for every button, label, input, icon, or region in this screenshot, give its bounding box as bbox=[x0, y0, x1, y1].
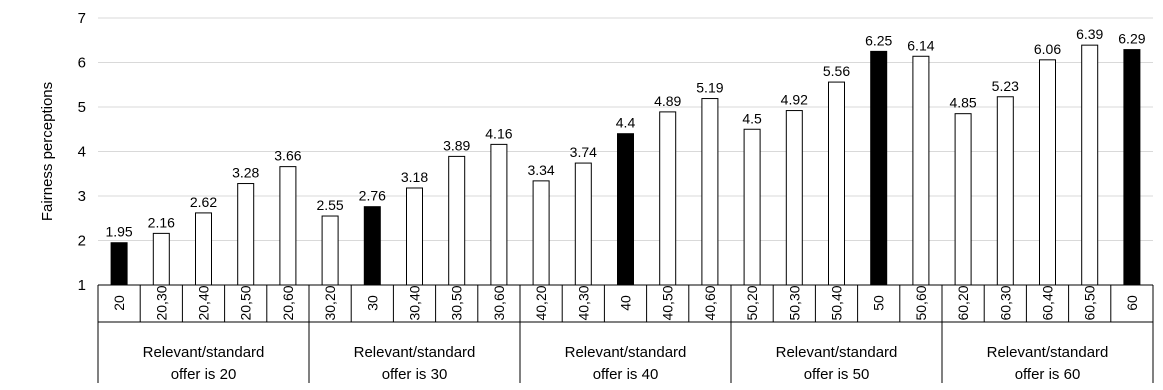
bar bbox=[237, 183, 255, 286]
bar bbox=[785, 110, 803, 286]
data-label: 6.06 bbox=[1034, 41, 1061, 57]
data-label: 6.29 bbox=[1118, 31, 1145, 47]
data-label: 6.14 bbox=[907, 37, 934, 53]
bar bbox=[195, 212, 212, 286]
data-label: 2.62 bbox=[190, 194, 217, 210]
bar bbox=[110, 242, 128, 286]
bar bbox=[954, 113, 972, 286]
x-category-label: 20,30 bbox=[153, 285, 169, 320]
data-label: 4.89 bbox=[654, 93, 681, 109]
y-tick-label: 4 bbox=[78, 144, 86, 161]
data-label: 6.39 bbox=[1076, 26, 1103, 42]
y-tick-label: 1 bbox=[78, 277, 86, 294]
bar bbox=[1081, 44, 1099, 286]
bar bbox=[828, 81, 845, 286]
x-category-label: 60,40 bbox=[1040, 285, 1056, 320]
axes: 1 2 3 4 5 6 7 20 20,30 20,40 20,50 20,60 Relevant/st… bbox=[78, 10, 1154, 383]
bar bbox=[701, 98, 719, 286]
bar bbox=[152, 232, 170, 286]
x-category-label: 20,60 bbox=[280, 285, 296, 320]
data-label: 4.5 bbox=[742, 110, 762, 126]
data-label: 3.34 bbox=[527, 162, 554, 178]
x-category-label: 30 bbox=[364, 295, 380, 311]
data-label: 5.23 bbox=[992, 78, 1019, 94]
data-label: 2.76 bbox=[359, 188, 386, 204]
bar bbox=[279, 166, 297, 286]
data-label: 3.74 bbox=[570, 144, 597, 160]
x-category-label: 30,40 bbox=[407, 285, 423, 320]
x-category-label: 20,40 bbox=[196, 285, 212, 320]
y-axis-title: Fairness perceptions bbox=[39, 82, 56, 221]
group-label-line1: Relevant/standard bbox=[987, 344, 1109, 361]
x-category-label: 40 bbox=[618, 295, 634, 311]
x-category-label: 20 bbox=[111, 295, 127, 311]
y-tick-label: 5 bbox=[78, 99, 86, 116]
bar bbox=[321, 215, 339, 286]
bar bbox=[743, 128, 761, 286]
data-label: 5.19 bbox=[696, 80, 723, 96]
bar bbox=[1123, 49, 1141, 286]
y-tick-label: 7 bbox=[78, 10, 86, 27]
x-category-label: 50,20 bbox=[744, 285, 760, 320]
x-category-label: 50,60 bbox=[913, 285, 929, 320]
bar bbox=[363, 206, 381, 286]
bar bbox=[574, 162, 592, 286]
x-category-label: 60,30 bbox=[997, 285, 1013, 320]
x-category-label: 30,60 bbox=[491, 285, 507, 320]
x-category-label: 50 bbox=[871, 295, 887, 311]
data-label: 2.55 bbox=[316, 197, 343, 213]
bar bbox=[406, 187, 423, 286]
data-label: 3.66 bbox=[274, 148, 301, 164]
x-category-label: 40,60 bbox=[702, 285, 718, 320]
bar bbox=[912, 55, 930, 286]
data-label: 5.56 bbox=[823, 63, 850, 79]
x-category-label: 40,20 bbox=[533, 285, 549, 320]
bar bbox=[659, 111, 677, 286]
x-category-label: 30,50 bbox=[449, 285, 465, 320]
bar bbox=[996, 96, 1014, 286]
x-category-label: 50,30 bbox=[786, 285, 802, 320]
x-category-label: 60,20 bbox=[955, 285, 971, 320]
group-label-line1: Relevant/standard bbox=[143, 344, 265, 361]
data-label: 6.25 bbox=[865, 32, 892, 48]
bar bbox=[490, 143, 508, 286]
x-category-label: 40,50 bbox=[660, 285, 676, 320]
group-label-line1: Relevant/standard bbox=[565, 344, 687, 361]
x-category-label: 60,50 bbox=[1082, 285, 1098, 320]
data-label: 4.85 bbox=[949, 95, 976, 111]
y-tick-label: 3 bbox=[78, 188, 86, 205]
x-category-label: 40,30 bbox=[575, 285, 591, 320]
data-label: 4.16 bbox=[485, 125, 512, 141]
group-label-line1: Relevant/standard bbox=[776, 344, 898, 361]
data-label: 3.18 bbox=[401, 169, 428, 185]
x-category-label: 60 bbox=[1124, 295, 1140, 311]
bar bbox=[448, 155, 466, 286]
bar bbox=[870, 50, 888, 286]
x-category-label: 50,40 bbox=[829, 285, 845, 320]
bar bbox=[532, 180, 550, 286]
bar bbox=[617, 133, 634, 286]
data-label: 1.95 bbox=[105, 224, 132, 240]
group-label-line1: Relevant/standard bbox=[354, 344, 476, 361]
data-labels: 1.95 2.16 2.62 3.28 3.66 2.55 2.76 3.18 3.89 4.16… bbox=[105, 26, 1145, 240]
y-tick-label: 6 bbox=[78, 55, 86, 72]
data-label: 3.28 bbox=[232, 165, 259, 181]
group-label-line2: offer is 30 bbox=[382, 366, 448, 383]
group-label-line2: offer is 20 bbox=[171, 366, 237, 383]
x-category-label: 30,20 bbox=[322, 285, 338, 320]
data-label: 2.16 bbox=[148, 214, 175, 230]
data-label: 4.92 bbox=[781, 92, 808, 108]
group-label-line2: offer is 40 bbox=[593, 366, 659, 383]
y-tick-label: 2 bbox=[78, 233, 86, 250]
data-label: 3.89 bbox=[443, 137, 470, 153]
data-label: 4.4 bbox=[616, 115, 636, 131]
group-label-line2: offer is 60 bbox=[1015, 366, 1081, 383]
group-label-line2: offer is 50 bbox=[804, 366, 870, 383]
bars bbox=[110, 44, 1141, 286]
bar bbox=[1039, 59, 1056, 286]
x-category-label: 20,50 bbox=[238, 285, 254, 320]
